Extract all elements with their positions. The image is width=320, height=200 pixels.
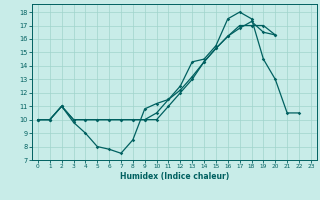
- X-axis label: Humidex (Indice chaleur): Humidex (Indice chaleur): [120, 172, 229, 181]
